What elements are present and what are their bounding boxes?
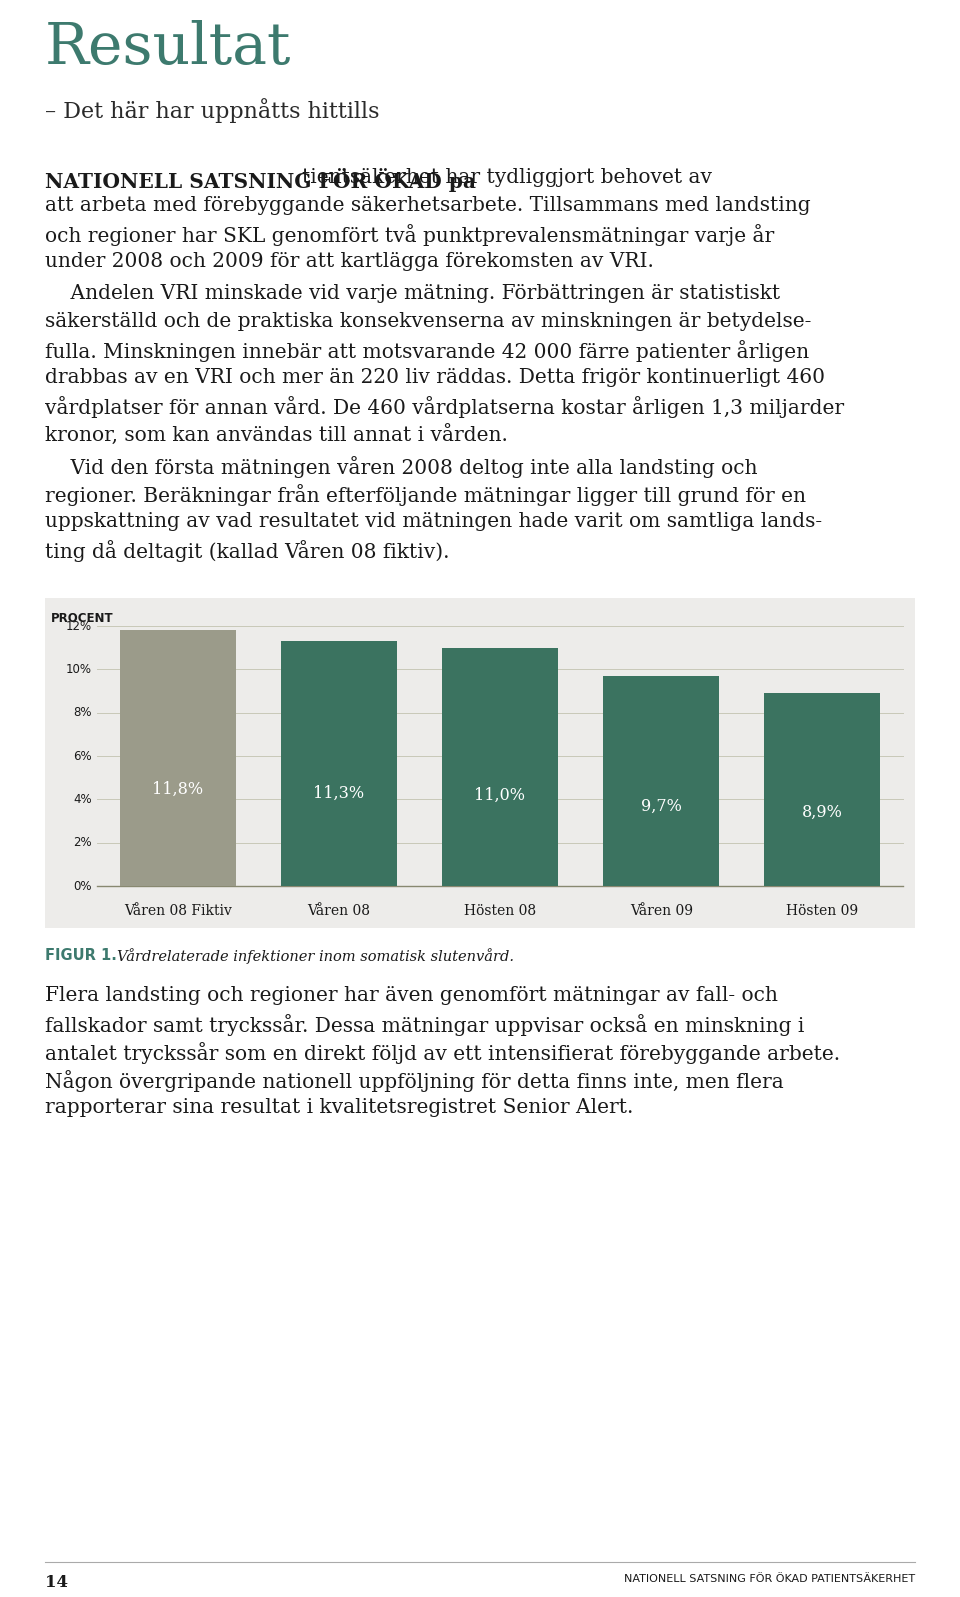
Text: 10%: 10% — [66, 663, 92, 676]
Text: 14: 14 — [45, 1575, 68, 1591]
Text: Vårdrelaterade infektioner inom somatisk slutenvård.: Vårdrelaterade infektioner inom somatisk… — [117, 949, 514, 965]
Bar — [120, 631, 235, 886]
Text: – Det här har uppnåtts hittills: – Det här har uppnåtts hittills — [45, 97, 379, 123]
Bar — [442, 648, 558, 886]
Text: NATIONELL SATSNING FÖR ÖKAD pa: NATIONELL SATSNING FÖR ÖKAD pa — [45, 168, 476, 192]
Bar — [45, 597, 915, 928]
Text: PROCENT: PROCENT — [51, 612, 113, 624]
Text: att arbeta med förebyggande säkerhetsarbete. Tillsammans med landsting: att arbeta med förebyggande säkerhetsarb… — [45, 196, 810, 216]
Text: Våren 09: Våren 09 — [630, 904, 693, 918]
Text: Andelen VRI minskade vid varje mätning. Förbättringen är statistiskt: Andelen VRI minskade vid varje mätning. … — [45, 284, 780, 303]
Text: 11,0%: 11,0% — [474, 787, 525, 803]
Text: Vid den första mätningen våren 2008 deltog inte alla landsting och: Vid den första mätningen våren 2008 delt… — [45, 457, 757, 478]
Text: NATIONELL SATSNING FÖR ÖKAD PATIENTSÄKERHET: NATIONELL SATSNING FÖR ÖKAD PATIENTSÄKER… — [624, 1575, 915, 1584]
Bar — [280, 640, 396, 886]
Text: Våren 08: Våren 08 — [307, 904, 371, 918]
Text: Någon övergripande nationell uppföljning för detta finns inte, men flera: Någon övergripande nationell uppföljning… — [45, 1070, 783, 1092]
Bar — [603, 676, 719, 886]
Text: 4%: 4% — [73, 792, 92, 806]
Text: antalet tryckssår som en direkt följd av ett intensifierat förebyggande arbete.: antalet tryckssår som en direkt följd av… — [45, 1041, 840, 1064]
Text: uppskattning av vad resultatet vid mätningen hade varit om samtliga lands-: uppskattning av vad resultatet vid mätni… — [45, 513, 822, 530]
Text: kronor, som kan användas till annat i vården.: kronor, som kan användas till annat i vå… — [45, 423, 508, 446]
Text: vårdplatser för annan vård. De 460 vårdplatserna kostar årligen 1,3 miljarder: vårdplatser för annan vård. De 460 vårdp… — [45, 396, 844, 418]
Text: drabbas av en VRI och mer än 220 liv räddas. Detta frigör kontinuerligt 460: drabbas av en VRI och mer än 220 liv räd… — [45, 367, 825, 386]
Text: 9,7%: 9,7% — [640, 797, 682, 814]
Text: 2%: 2% — [73, 837, 92, 850]
Text: Flera landsting och regioner har även genomfört mätningar av fall- och: Flera landsting och regioner har även ge… — [45, 985, 778, 1005]
Text: FIGUR 1.: FIGUR 1. — [45, 949, 117, 963]
Text: Hösten 09: Hösten 09 — [786, 904, 858, 918]
Text: 8%: 8% — [74, 706, 92, 719]
Text: och regioner har SKL genomfört två punktprevalensmätningar varje år: och regioner har SKL genomfört två punkt… — [45, 224, 775, 246]
Text: Hösten 08: Hösten 08 — [464, 904, 536, 918]
Text: säkerställd och de praktiska konsekvenserna av minskningen är betydelse-: säkerställd och de praktiska konsekvense… — [45, 311, 811, 331]
Text: 11,8%: 11,8% — [152, 781, 204, 797]
Text: 11,3%: 11,3% — [313, 784, 365, 802]
Text: 0%: 0% — [74, 880, 92, 893]
Text: 8,9%: 8,9% — [802, 805, 843, 821]
Text: tientsäkerhet har tydliggjort behovet av: tientsäkerhet har tydliggjort behovet av — [301, 168, 711, 187]
Text: rapporterar sina resultat i kvalitetsregistret Senior Alert.: rapporterar sina resultat i kvalitetsreg… — [45, 1099, 634, 1116]
Text: Våren 08 Fiktiv: Våren 08 Fiktiv — [124, 904, 231, 918]
Text: fulla. Minskningen innebär att motsvarande 42 000 färre patienter årligen: fulla. Minskningen innebär att motsvaran… — [45, 340, 809, 363]
Text: under 2008 och 2009 för att kartlägga förekomsten av VRI.: under 2008 och 2009 för att kartlägga fö… — [45, 252, 654, 271]
Bar — [764, 693, 880, 886]
Text: Resultat: Resultat — [45, 21, 292, 77]
Text: regioner. Beräkningar från efterföljande mätningar ligger till grund för en: regioner. Beräkningar från efterföljande… — [45, 484, 806, 506]
Text: 12%: 12% — [66, 620, 92, 632]
Text: 6%: 6% — [73, 749, 92, 762]
Text: fallskador samt tryckssår. Dessa mätningar uppvisar också en minskning i: fallskador samt tryckssår. Dessa mätning… — [45, 1014, 804, 1036]
Text: ting då deltagit (kallad Våren 08 fiktiv).: ting då deltagit (kallad Våren 08 fiktiv… — [45, 540, 449, 562]
